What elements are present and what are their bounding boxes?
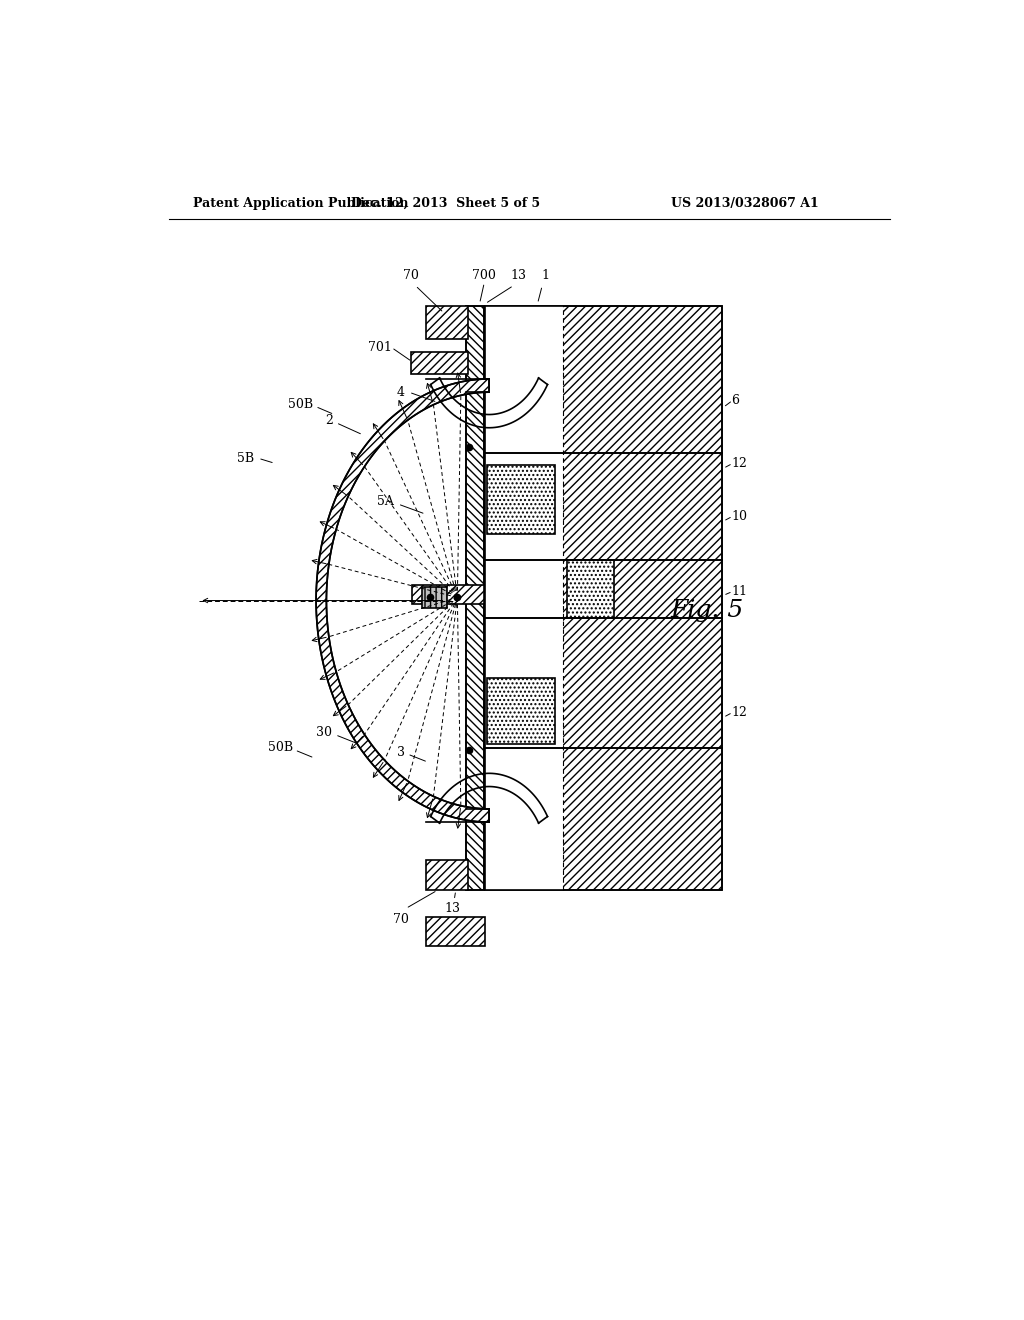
Text: 11: 11	[731, 585, 748, 598]
Text: 10: 10	[731, 510, 748, 523]
Bar	[426, 859, 468, 890]
Text: 13: 13	[510, 269, 526, 282]
Text: 13: 13	[444, 903, 461, 915]
Text: 12: 12	[731, 706, 748, 719]
Bar	[485, 453, 563, 560]
Bar	[411, 351, 468, 374]
Bar	[412, 585, 483, 603]
Text: 6: 6	[731, 393, 739, 407]
Bar	[426, 306, 468, 339]
Text: 50B: 50B	[289, 397, 313, 411]
Bar	[422, 587, 447, 607]
Bar	[466, 306, 483, 890]
Bar	[485, 306, 722, 890]
Bar	[485, 618, 563, 748]
Text: Dec. 12, 2013  Sheet 5 of 5: Dec. 12, 2013 Sheet 5 of 5	[351, 197, 540, 210]
Bar	[466, 306, 483, 890]
Bar	[426, 916, 485, 946]
Text: 50B: 50B	[268, 742, 293, 755]
Text: 5A: 5A	[378, 495, 394, 508]
Text: 1: 1	[542, 269, 550, 282]
Text: 3: 3	[397, 747, 406, 759]
Text: 2: 2	[326, 414, 334, 428]
Polygon shape	[316, 379, 489, 822]
Text: 701: 701	[369, 341, 392, 354]
Bar	[422, 587, 447, 607]
Text: 70: 70	[393, 912, 409, 925]
Bar	[485, 306, 563, 453]
Text: 12: 12	[731, 457, 748, 470]
Text: US 2013/0328067 A1: US 2013/0328067 A1	[671, 197, 818, 210]
Text: 4: 4	[397, 385, 406, 399]
Bar	[426, 916, 485, 946]
Bar	[485, 560, 563, 618]
Bar	[485, 748, 563, 890]
Bar	[485, 306, 722, 890]
Text: 5B: 5B	[237, 451, 254, 465]
Text: Patent Application Publication: Patent Application Publication	[194, 197, 409, 210]
Bar	[485, 306, 722, 890]
Bar	[426, 859, 468, 890]
Bar	[426, 306, 468, 339]
Bar	[466, 306, 483, 890]
Text: 700: 700	[472, 269, 497, 282]
Bar	[411, 351, 468, 374]
Bar	[567, 560, 614, 618]
Text: 70: 70	[403, 269, 419, 282]
Bar	[412, 585, 483, 603]
Text: Fig. 5: Fig. 5	[671, 599, 744, 622]
Text: 30: 30	[316, 726, 332, 739]
Bar	[486, 466, 555, 535]
Bar	[486, 677, 555, 744]
